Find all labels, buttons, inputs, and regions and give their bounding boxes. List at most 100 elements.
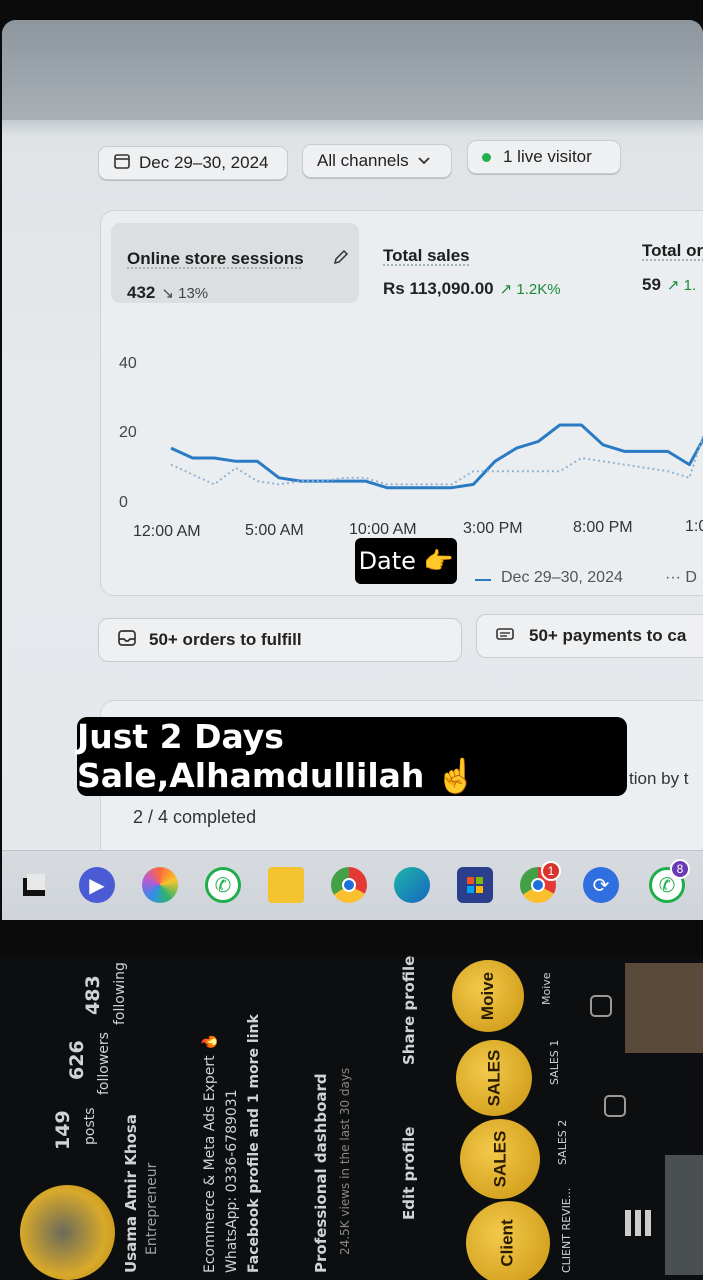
legend-current-label: Dec 29–30, 2024: [501, 569, 623, 586]
pencil-icon[interactable]: [331, 247, 351, 272]
series-current-line: [170, 423, 703, 490]
bio-line-4[interactable]: Facebook profile and 1 more link: [246, 1014, 262, 1273]
highlight-label-1: Moive: [540, 972, 553, 1005]
sessions-change: ↘ 13%: [161, 285, 209, 302]
chrome-notification-badge: 1: [541, 861, 561, 881]
metric-sales-value: Rs 113,090.00 ↗ 1.2K%: [383, 279, 561, 299]
highlight-sales-1[interactable]: SALES: [456, 1040, 532, 1116]
date-range-filter[interactable]: Dec 29–30, 2024: [98, 146, 288, 180]
sessions-change-text: 13%: [178, 285, 209, 302]
live-visitor-pill[interactable]: 1 live visitor: [467, 140, 621, 174]
x-tick: 1:0: [685, 518, 703, 535]
profile-name: Usama Amir Khosa: [122, 1114, 140, 1273]
vpn-icon[interactable]: ⟳: [583, 867, 619, 903]
phone-instagram-profile: 149 posts 626 followers 483 following Us…: [0, 955, 703, 1280]
headline-sticker: Just 2 Days Sale,Alhamdullilah ☝️: [77, 717, 627, 796]
share-profile-button[interactable]: Share profile: [400, 955, 418, 1065]
whatsapp-business-icon[interactable]: ✆: [649, 867, 685, 903]
whatsapp-icon[interactable]: ✆: [205, 867, 241, 903]
y-tick-20: 20: [119, 424, 137, 441]
sessions-number: 432: [127, 283, 156, 302]
orders-change-text: 1.: [683, 277, 697, 294]
date-range-label: Dec 29–30, 2024: [139, 153, 269, 172]
x-tick: 8:00 PM: [573, 519, 633, 536]
metric-sessions-selected[interactable]: [111, 223, 359, 303]
x-tick: 3:00 PM: [463, 520, 523, 537]
following-label: following: [112, 962, 128, 1025]
highlight-sales-2-text: SALES: [490, 1130, 509, 1188]
edge-icon[interactable]: [394, 867, 430, 903]
channels-label: All channels: [317, 151, 409, 170]
file-explorer-icon[interactable]: [268, 867, 304, 903]
metric-sales-title[interactable]: Total sales: [383, 246, 470, 265]
bio-line-3: WhatsApp: 0336-6789031: [224, 1089, 240, 1273]
live-dot-icon: [482, 152, 491, 162]
store-icon[interactable]: [457, 867, 493, 903]
inbox-icon: [117, 629, 137, 652]
metric-orders-title[interactable]: Total or: [642, 241, 703, 260]
highlight-client-text: Client: [497, 1219, 517, 1267]
edit-profile-button[interactable]: Edit profile: [400, 1126, 418, 1220]
chevron-down-icon: [417, 151, 431, 171]
tagged-tab-icon[interactable]: [604, 1095, 626, 1117]
metric-sessions-value: 432 ↘ 13%: [127, 283, 208, 303]
orders-to-fulfill-button[interactable]: 50+ orders to fulfill: [98, 618, 462, 662]
profile-avatar[interactable]: [20, 1185, 115, 1280]
metric-sessions-title: Online store sessions: [127, 249, 304, 268]
calendar-icon: [113, 152, 131, 175]
hidden-task-text: tion by t: [629, 769, 689, 788]
metric-orders-value: 59 ↗ 1.: [642, 275, 696, 295]
highlight-moive[interactable]: Moive: [452, 960, 524, 1032]
x-tick: 5:00 AM: [245, 522, 304, 539]
professional-dashboard[interactable]: Professional dashboard: [312, 1073, 330, 1273]
highlight-label-3: SALES 2: [556, 1119, 569, 1165]
windows-taskbar: ▶ ✆ 1 ⟳ ✆ 8: [2, 850, 703, 920]
chrome-icon[interactable]: [331, 867, 367, 903]
progress-label: 2 / 4 completed: [133, 807, 257, 827]
metrics-card: Online store sessions 432 ↘ 13% Total sal…: [100, 210, 703, 596]
highlight-sales-1-text: SALES: [484, 1049, 503, 1107]
posts-label: posts: [82, 1107, 98, 1145]
y-tick-40: 40: [119, 355, 137, 372]
date-sticker: Date 👉: [355, 538, 457, 584]
dashboard-subtext: 24.5K views in the last 30 days: [338, 1067, 352, 1255]
legend-previous-label: ··· D: [665, 569, 697, 586]
money-icon: [495, 625, 517, 648]
following-count: 483: [82, 975, 104, 1015]
post-thumbnail[interactable]: [665, 1155, 703, 1275]
orders-change: ↗ 1.: [666, 277, 697, 294]
sessions-line-chart: [170, 423, 703, 490]
x-tick: 12:00 AM: [133, 523, 201, 540]
live-visitor-label: 1 live visitor: [503, 147, 592, 166]
followers-label: followers: [96, 1032, 112, 1095]
reels-tab-icon[interactable]: [590, 995, 612, 1017]
sales-change-text: 1.2K%: [516, 281, 561, 298]
sales-number: Rs 113,090.00: [383, 279, 494, 298]
x-tick: 10:00 AM: [349, 521, 417, 538]
channels-filter[interactable]: All channels: [302, 144, 452, 178]
payments-to-capture-button[interactable]: 50+ payments to ca: [476, 614, 703, 658]
highlight-sales-2[interactable]: SALES: [460, 1119, 540, 1199]
posts-count: 149: [52, 1110, 74, 1150]
payments-label: 50+ payments to ca: [529, 626, 687, 645]
highlight-label-4: CLIENT REVIE...: [560, 1187, 573, 1273]
bio-line-2: Ecommerce & Meta Ads Expert 🔥: [202, 1033, 218, 1273]
orders-to-fulfill-label: 50+ orders to fulfill: [149, 630, 302, 649]
highlight-client[interactable]: Client: [466, 1201, 550, 1280]
legend-current-swatch: [475, 579, 491, 581]
whatsapp-notification-badge: 8: [670, 859, 690, 879]
highlight-moive-text: Moive: [478, 971, 497, 1021]
y-tick-0: 0: [119, 494, 128, 511]
orders-number: 59: [642, 275, 661, 294]
post-thumbnail[interactable]: [625, 963, 703, 1053]
highlight-label-2: SALES 1: [548, 1039, 561, 1085]
grid-tab-icon[interactable]: [625, 1210, 655, 1236]
start-icon[interactable]: [16, 867, 52, 903]
teams-meet-icon[interactable]: ▶: [79, 867, 115, 903]
screen-glare: [2, 20, 703, 120]
copilot-icon[interactable]: [142, 867, 178, 903]
series-previous-line: [170, 433, 703, 486]
sales-change: ↗ 1.2K%: [499, 281, 561, 298]
followers-count: 626: [66, 1040, 88, 1080]
bio-line-1: Entrepreneur: [144, 1162, 160, 1255]
